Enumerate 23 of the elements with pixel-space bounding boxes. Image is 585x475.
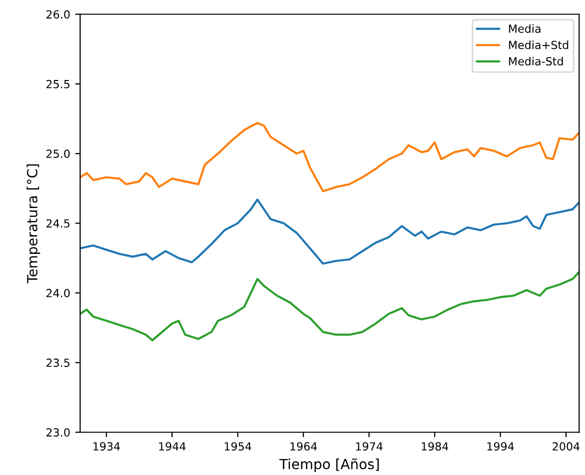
- legend-label: Media: [509, 24, 540, 33]
- x-axis-title: Tiempo [Años]: [279, 458, 379, 472]
- y-tick-label: 23.5: [46, 358, 70, 367]
- line-series: [80, 122, 580, 192]
- x-tick-label: 1994: [487, 442, 514, 451]
- x-tick-label: 1974: [356, 442, 383, 451]
- x-tick-label: 1934: [93, 442, 120, 451]
- y-tick-label: 25.0: [46, 150, 70, 158]
- y-tick-label: 25.5: [46, 80, 70, 88]
- x-tick-label: 1984: [422, 442, 448, 451]
- x-tick-label: 1944: [159, 442, 186, 451]
- legend-label: Media-Std: [509, 56, 563, 66]
- y-tick-label: 24.0: [46, 288, 70, 298]
- legend-label: Media+Std: [509, 40, 568, 50]
- x-tick-label: 2004: [552, 442, 580, 451]
- y-tick-label: 23.0: [46, 428, 70, 437]
- x-tick-label: 1964: [290, 442, 317, 451]
- line-series: [80, 198, 580, 265]
- y-tick-label: 24.5: [46, 219, 70, 228]
- x-tick-label: 1954: [224, 442, 252, 451]
- line-series: [80, 270, 580, 342]
- y-axis-title: Temperatura [°C]: [26, 164, 40, 284]
- y-tick-label: 26.0: [46, 10, 70, 19]
